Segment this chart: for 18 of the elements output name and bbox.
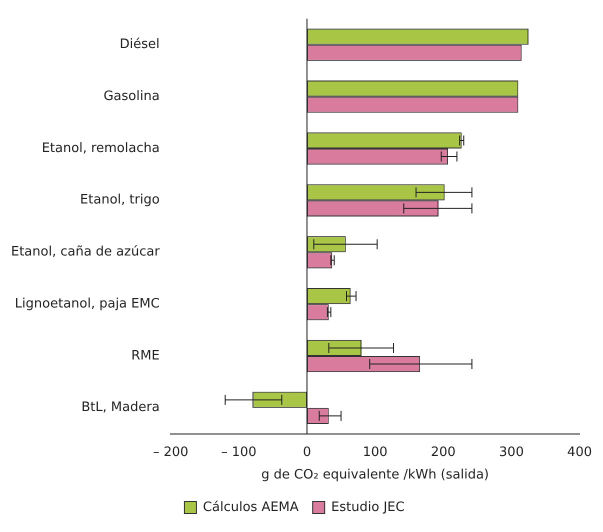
legend-label: Estudio JEC xyxy=(331,500,405,515)
x-tick-label: 100 xyxy=(362,444,388,460)
x-tick-label: – 100 xyxy=(221,444,257,460)
y-tick-label: Gasolina xyxy=(103,88,160,104)
y-tick-label: Etanol, trigo xyxy=(80,192,160,208)
x-tick-label: 200 xyxy=(430,444,456,460)
y-tick-label: BtL, Madera xyxy=(81,400,160,416)
y-tick-label: Etanol, remolacha xyxy=(42,140,160,156)
x-tick-label: – 200 xyxy=(152,444,188,460)
y-tick-label: Lignoetanol, paja EMC xyxy=(14,296,160,312)
x-tick-label: 0 xyxy=(302,444,312,460)
x-tick-label: 400 xyxy=(567,444,592,460)
x-tick-label: 300 xyxy=(499,444,524,460)
legend-label: Cálculos AEMA xyxy=(202,500,299,515)
x-axis-title: g de CO₂ equivalente /kWh (salida) xyxy=(261,468,489,483)
y-tick-label: Etanol, caña de azúcar xyxy=(10,244,160,260)
y-tick-label: RME xyxy=(131,348,160,364)
y-tick-label: Diésel xyxy=(120,37,160,52)
